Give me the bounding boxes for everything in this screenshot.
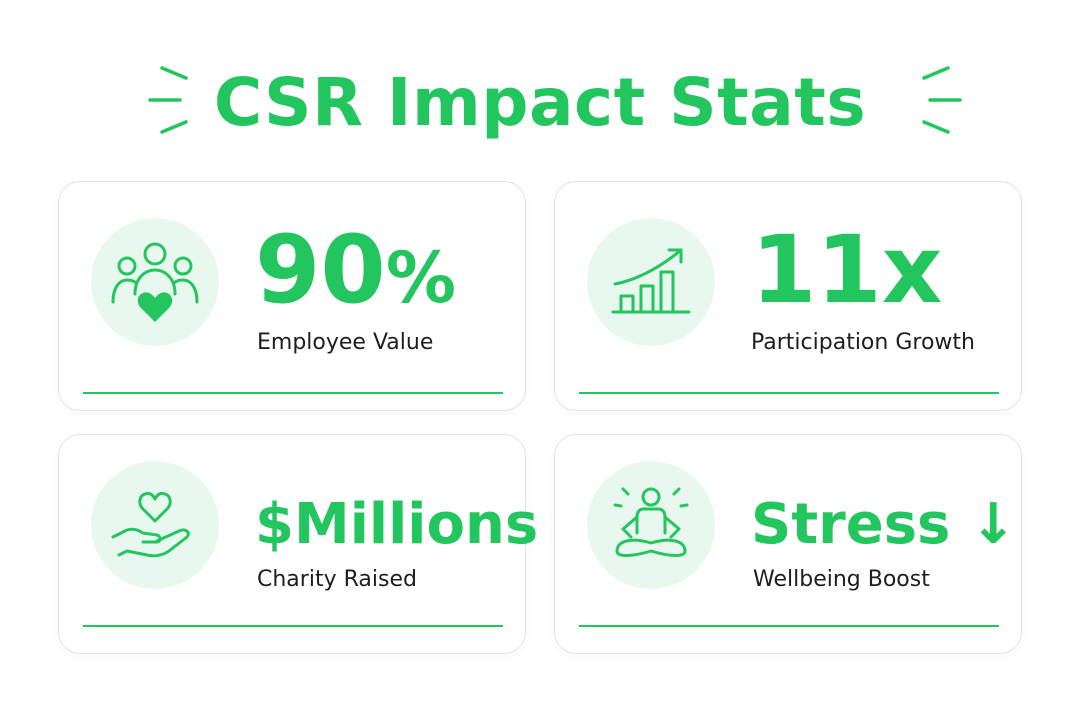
card-divider [83, 392, 503, 394]
sparkle-lines-right-icon [922, 66, 962, 134]
meditation-icon [613, 487, 689, 557]
team-heart-icon [111, 242, 199, 322]
icon-badge [91, 218, 219, 346]
card-divider [579, 625, 999, 627]
page-title: CSR Impact Stats [213, 64, 867, 141]
hand-heart-icon [111, 491, 190, 558]
stat-label: Wellbeing Boost [753, 567, 930, 592]
stat-value: $Millions [255, 492, 539, 557]
growth-chart-icon [611, 248, 691, 314]
stat-card-participation-growth: 11x Participation Growth [554, 181, 1022, 411]
stat-label: Employee Value [257, 330, 434, 355]
stat-card-charity-raised: $Millions Charity Raised [58, 434, 538, 654]
icon-badge [587, 461, 715, 589]
stat-card-employee-value: 90% Employee Value [58, 181, 526, 411]
card-divider [579, 392, 999, 394]
stat-value: 90% [255, 216, 456, 325]
stat-value: 11x [751, 216, 943, 325]
icon-badge [587, 218, 715, 346]
sparkle-lines-left-icon [148, 66, 188, 134]
icon-badge [91, 461, 219, 589]
stat-unit: % [385, 237, 456, 319]
card-divider [83, 625, 503, 627]
stat-card-wellbeing-boost: Stress ↓ Wellbeing Boost [554, 434, 1022, 654]
stat-value: Stress ↓ [751, 492, 1017, 557]
stat-label: Participation Growth [751, 330, 975, 355]
stat-label: Charity Raised [257, 567, 417, 592]
